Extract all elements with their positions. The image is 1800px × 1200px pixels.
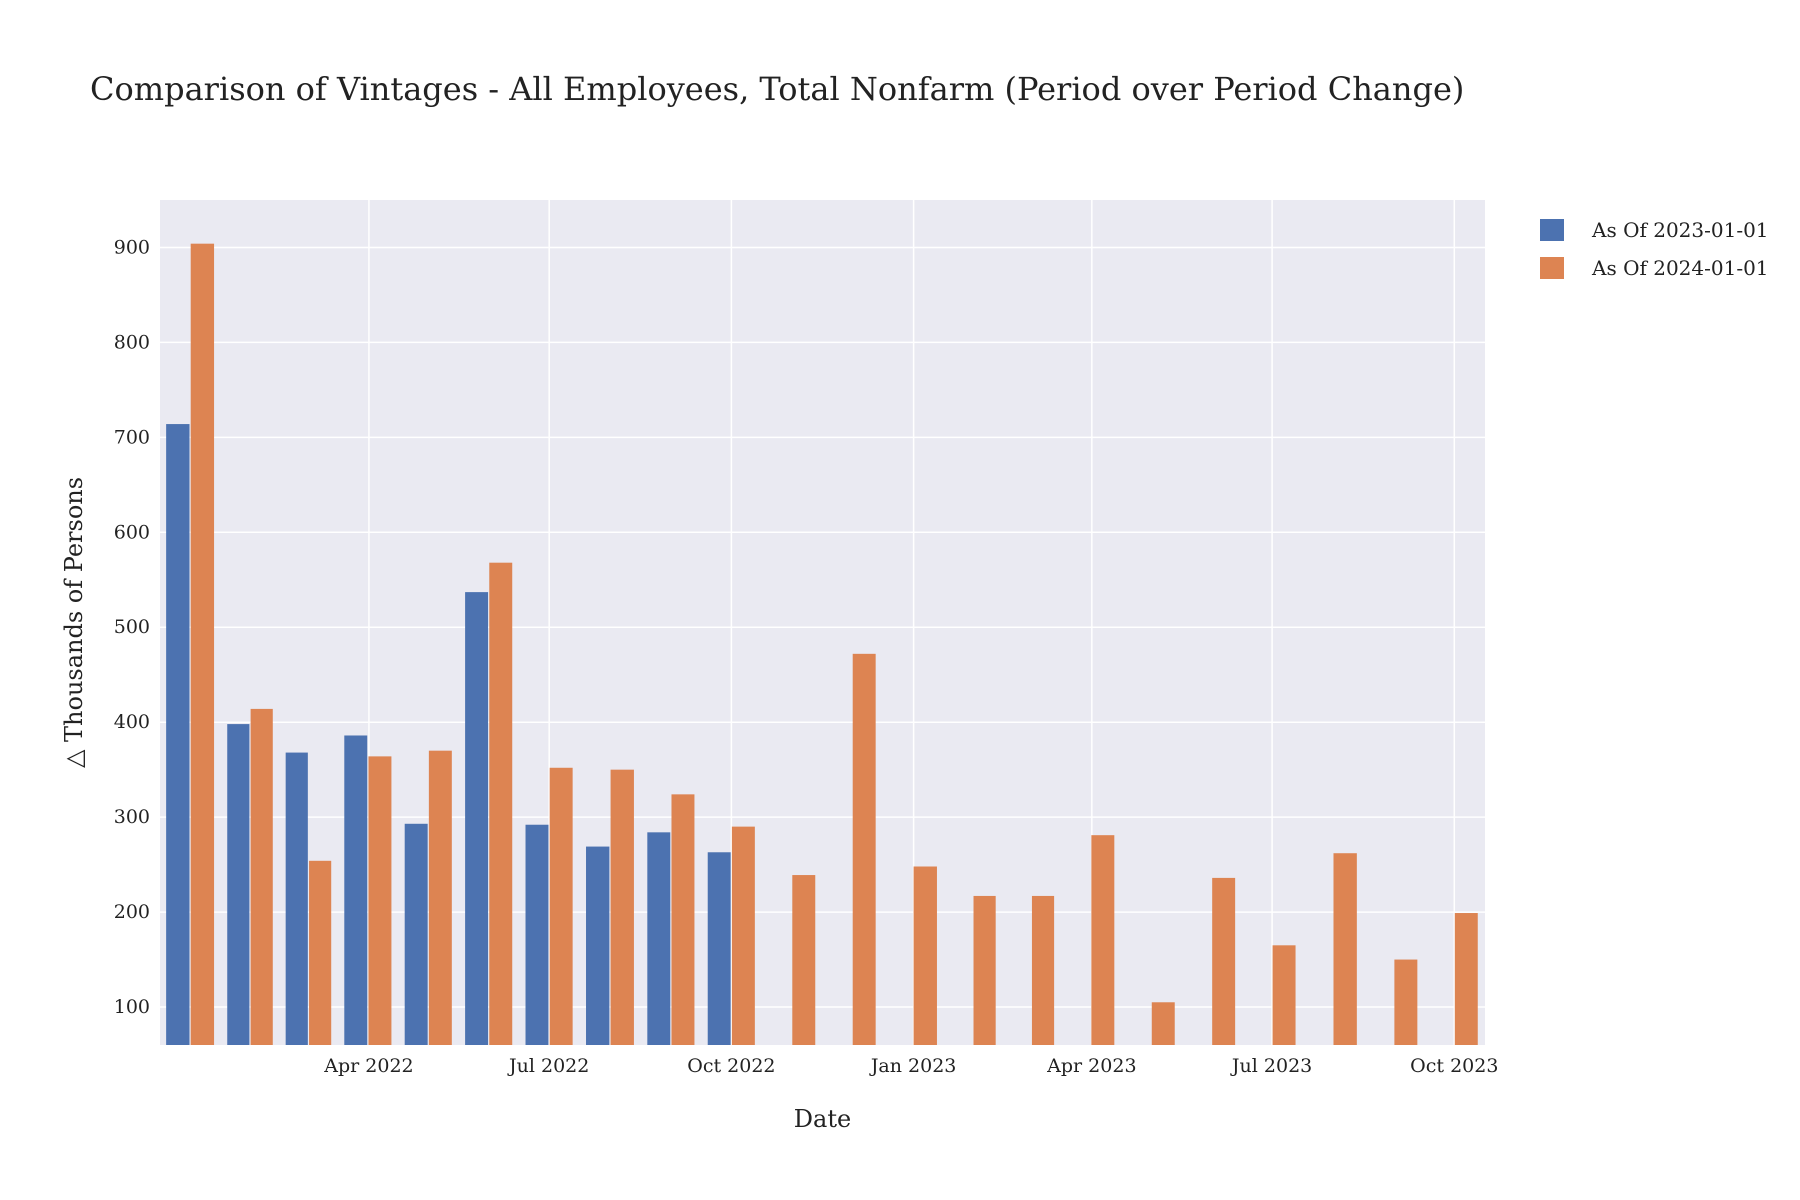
bar bbox=[1151, 1002, 1175, 1045]
bar bbox=[610, 769, 634, 1045]
x-tick-label: Jul 2022 bbox=[507, 1055, 589, 1077]
x-tick-label: Oct 2022 bbox=[687, 1055, 775, 1077]
bar bbox=[973, 895, 996, 1045]
y-tick-label: 500 bbox=[114, 616, 150, 638]
y-tick-label: 200 bbox=[114, 901, 150, 923]
bar bbox=[792, 875, 816, 1045]
x-axis-title: Date bbox=[794, 1105, 851, 1133]
bar bbox=[1091, 835, 1115, 1045]
bar bbox=[671, 794, 695, 1045]
x-tick-label: Jul 2023 bbox=[1230, 1055, 1312, 1077]
legend: As Of 2023-01-01 As Of 2024-01-01 bbox=[1540, 218, 1769, 280]
bar bbox=[368, 756, 392, 1045]
bar bbox=[586, 846, 610, 1045]
bar bbox=[707, 852, 731, 1045]
y-tick-label: 600 bbox=[114, 521, 150, 543]
y-tick-label: 300 bbox=[114, 806, 150, 828]
y-tick-label: 700 bbox=[114, 426, 150, 448]
y-tick-label: 400 bbox=[114, 711, 150, 733]
bar bbox=[309, 860, 332, 1045]
bar bbox=[1454, 913, 1478, 1045]
bar bbox=[1394, 959, 1418, 1045]
bar bbox=[166, 424, 190, 1046]
bar bbox=[731, 826, 755, 1045]
bar bbox=[1212, 877, 1236, 1045]
y-axis-title: △ Thousands of Persons bbox=[60, 477, 88, 768]
bar bbox=[489, 562, 513, 1045]
bars bbox=[166, 243, 1478, 1046]
y-axis-ticks: 100 200 300 400 500 600 700 800 900 bbox=[114, 236, 150, 1018]
y-tick-label: 100 bbox=[114, 996, 150, 1018]
bar bbox=[344, 735, 368, 1045]
bar bbox=[913, 866, 937, 1045]
x-tick-label: Oct 2023 bbox=[1410, 1055, 1498, 1077]
y-tick-label: 900 bbox=[114, 236, 150, 258]
x-axis-ticks: Apr 2022 Jul 2022 Oct 2022 Jan 2023 Apr 2023… bbox=[323, 1055, 1498, 1077]
bar bbox=[852, 653, 876, 1045]
bar bbox=[647, 832, 671, 1045]
chart-title: Comparison of Vintages - All Employees, … bbox=[90, 70, 1464, 108]
x-tick-label: Jan 2023 bbox=[869, 1055, 957, 1077]
bar bbox=[404, 823, 428, 1045]
bar bbox=[1272, 945, 1296, 1045]
bar bbox=[549, 767, 573, 1045]
x-tick-label: Apr 2022 bbox=[323, 1055, 413, 1077]
bar bbox=[1333, 853, 1357, 1045]
bar bbox=[285, 752, 308, 1045]
legend-swatch bbox=[1540, 219, 1564, 241]
bar bbox=[465, 592, 489, 1045]
bar bbox=[525, 824, 549, 1045]
x-tick-label: Apr 2023 bbox=[1046, 1055, 1136, 1077]
bar bbox=[250, 708, 273, 1045]
legend-label: As Of 2024-01-01 bbox=[1591, 256, 1769, 280]
bar bbox=[1031, 895, 1055, 1045]
legend-swatch bbox=[1540, 257, 1564, 279]
bar bbox=[227, 724, 250, 1045]
bar bbox=[428, 750, 452, 1045]
legend-label: As Of 2023-01-01 bbox=[1591, 218, 1769, 242]
y-tick-label: 800 bbox=[114, 331, 150, 353]
bar bbox=[190, 243, 215, 1045]
